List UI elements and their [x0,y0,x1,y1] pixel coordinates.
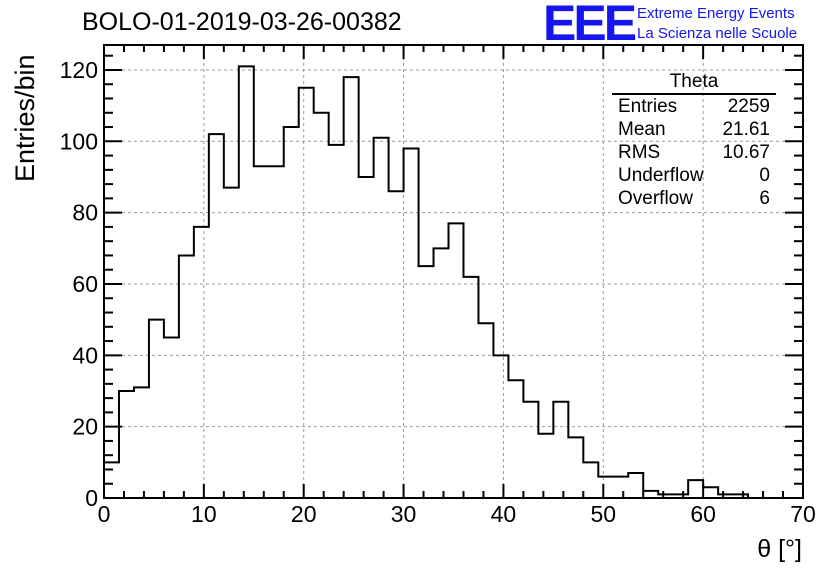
stats-value: 10.67 [722,142,770,163]
stats-label: Entries [618,96,678,117]
plot-frame [103,44,804,499]
y-axis-label: Entries/bin [10,54,40,182]
stats-box: Theta Entries 2259 Mean 21.61 RMS 10.67 … [612,72,776,210]
x-tick-label: 30 [391,501,417,527]
stats-label: Underflow [618,165,704,186]
x-tick-label: 50 [590,501,616,527]
stats-title: Theta [612,72,776,95]
y-tick-label: 60 [72,271,98,297]
x-axis-label: θ [°] [757,535,802,563]
logo-caption: Extreme Energy Events La Scienza nelle S… [637,4,797,44]
y-tick-label: 20 [72,414,98,440]
y-tick-label: 100 [60,128,98,154]
x-tick-label: 10 [191,501,217,527]
logo-line-2: La Scienza nelle Scuole [637,25,798,42]
logo-line-1: Extreme Energy Events [637,5,795,22]
x-tick-label: 60 [690,501,716,527]
chart-title: BOLO-01-2019-03-26-00382 [82,8,402,36]
stats-value: 2259 [727,96,770,117]
y-tick-label: 80 [72,200,98,226]
stats-label: RMS [618,142,661,163]
x-tick-label: 70 [790,501,816,527]
stats-value: 21.61 [722,119,770,140]
histogram-line [103,65,803,499]
stats-row-entries: Entries 2259 [612,95,776,118]
y-tick-label: 0 [85,485,98,511]
stats-label: Overflow [618,188,693,209]
x-tick-label: 0 [98,501,111,527]
grid-lines [104,45,803,498]
stats-row-overflow: Overflow 6 [612,187,776,210]
stats-row-mean: Mean 21.61 [612,118,776,141]
stats-value: 6 [759,188,770,209]
eee-logo: EEE [543,0,637,51]
axis-ticks [103,45,804,499]
stats-label: Mean [618,119,666,140]
x-tick-label: 20 [291,501,317,527]
stats-value: 0 [759,165,770,186]
y-tick-label: 40 [72,342,98,368]
stats-row-underflow: Underflow 0 [612,164,776,187]
stats-row-rms: RMS 10.67 [612,141,776,164]
y-tick-label: 120 [60,57,98,83]
x-tick-label: 40 [491,501,517,527]
